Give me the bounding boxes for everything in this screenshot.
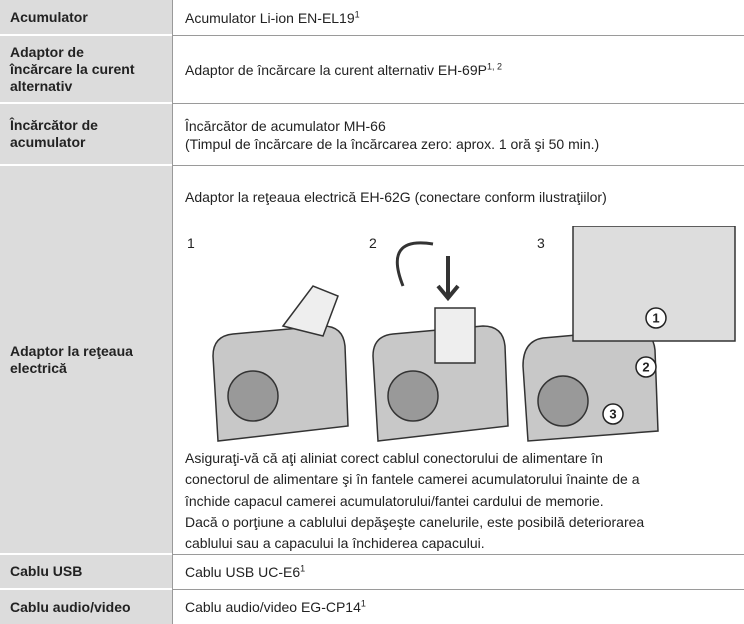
- label-line: Încărcător de: [10, 117, 98, 133]
- battery-cover: [281, 285, 339, 337]
- value-text: Acumulator Li-ion EN-EL19: [185, 9, 355, 26]
- footnote-ref: 1, 2: [486, 60, 502, 71]
- row-label: Adaptor de încărcare la curent alternativ: [0, 36, 172, 104]
- lens: [537, 375, 589, 427]
- step-number: 3: [537, 235, 545, 251]
- label-line: Cablu USB: [10, 563, 83, 579]
- callout-number: 3: [609, 406, 616, 421]
- callout: [635, 356, 657, 378]
- lens: [227, 370, 279, 422]
- row-value: Încărcător de acumulator MH-66 (Timpul de…: [173, 104, 744, 166]
- value-line: Cablu audio/video EG-CP141: [185, 598, 744, 616]
- label-line: Adaptor de: [10, 43, 84, 60]
- value-line: Acumulator Li-ion EN-EL191: [185, 9, 744, 27]
- label-line: acumulator: [10, 134, 86, 150]
- note-line: conectorul de alimentare şi în fantele c…: [185, 471, 640, 488]
- cable: [395, 241, 434, 287]
- arrow: [436, 256, 460, 302]
- adapter: [434, 307, 476, 364]
- label-line: Acumulator: [10, 8, 88, 25]
- label-line: Cablu audio/video: [10, 598, 131, 615]
- label-line: încărcare la curent: [10, 60, 135, 77]
- value-line: Încărcător de acumulator MH-66: [185, 117, 386, 134]
- value-text: Cablu USB UC-E6: [185, 564, 301, 580]
- row-value: Cablu USB UC-E61: [173, 555, 744, 590]
- label-line: Adaptor la reţeaua: [10, 342, 133, 359]
- value-line: (Timpul de încărcare de la încărcarea ze…: [185, 135, 600, 152]
- row-label: Acumulator: [0, 0, 172, 36]
- callout: [645, 307, 667, 329]
- value-text: Adaptor de încărcare la curent alternati…: [185, 61, 487, 78]
- lens: [387, 370, 439, 422]
- note-line: închide capacul camerei acumulatorului/f…: [185, 492, 604, 509]
- callout-number: 1: [652, 310, 659, 325]
- illustration: 1 2 3: [212, 226, 736, 442]
- footnote-ref: 1: [354, 8, 360, 19]
- value-line: Cablu USB UC-E61: [185, 563, 744, 581]
- value-line: Adaptor de încărcare la curent alternati…: [185, 61, 744, 79]
- step-number: 2: [369, 235, 377, 251]
- row-label: Adaptor la reţeaua electrică: [0, 166, 172, 555]
- callout-number: 2: [642, 359, 649, 374]
- row-value: Acumulator Li-ion EN-EL191: [173, 0, 744, 36]
- label-line: alternativ: [10, 77, 73, 94]
- footnote-ref: 1: [300, 563, 306, 574]
- note: Asiguraţi-vă că aţi aliniat corect cablu…: [185, 448, 644, 554]
- row-value: Adaptor de încărcare la curent alternati…: [173, 36, 744, 104]
- label-line: electrică: [10, 359, 67, 376]
- footnote-ref: 1: [360, 598, 366, 609]
- row-label: Cablu USB: [0, 555, 172, 590]
- column-divider: [172, 0, 173, 624]
- step-number: 1: [187, 235, 195, 251]
- callout: [602, 403, 624, 425]
- row-label: Încărcător de acumulator: [0, 104, 172, 166]
- note-line: cablului sau a capacului la închiderea c…: [185, 535, 485, 552]
- intro: Adaptor la reţeaua electrică EH-62G (con…: [185, 189, 607, 205]
- note-line: Asiguraţi-vă că aţi aliniat corect cablu…: [185, 450, 603, 466]
- row-label: Cablu audio/video: [0, 590, 172, 624]
- value-text: Cablu audio/video EG-CP14: [185, 599, 361, 615]
- note-line: Dacă o porţiune a cablului depăşeşte can…: [185, 513, 645, 530]
- row-value: Cablu audio/video EG-CP141: [173, 590, 744, 624]
- row-value: Adaptor la reţeaua electrică EH-62G (con…: [173, 166, 744, 555]
